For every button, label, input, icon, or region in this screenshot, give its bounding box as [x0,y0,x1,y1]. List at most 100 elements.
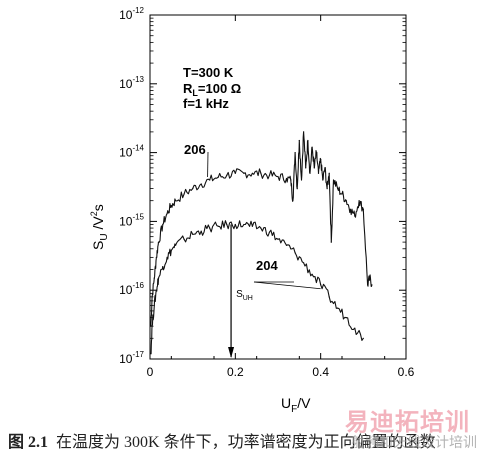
data-point-204 [320,284,322,286]
data-point-206 [226,174,228,176]
data-point-206 [345,200,347,202]
data-point-206 [200,183,202,185]
suh-marker-label: SUH [236,289,253,302]
x-tick-label: 0 [147,365,154,379]
data-point-206 [324,167,326,169]
data-point-206 [371,284,373,286]
data-point-206 [326,188,328,190]
data-point-206 [328,172,330,174]
suh-marker-arrowhead [228,347,235,358]
series-label-204: 204 [256,258,278,273]
x-tick-label: 0.2 [227,365,244,379]
data-point-204 [192,233,194,235]
data-point-206 [369,277,371,279]
data-point-206 [166,213,168,215]
condition-frequency: f=1 kHz [183,96,229,111]
data-point-206 [367,284,369,286]
data-point-204 [260,227,262,229]
condition-resistance: RL=100 Ω [183,81,241,98]
data-point-204 [243,223,245,226]
data-point-204 [337,307,339,309]
data-point-206 [337,188,339,190]
data-point-204 [150,353,152,355]
data-point-204 [268,231,271,233]
series-label-206: 206 [184,142,206,157]
y-tick-label: 10-12 [119,6,144,22]
data-point-204 [166,256,168,258]
figure-number: 图 2.1 [8,434,49,451]
data-point-204 [153,304,155,307]
data-point-206 [285,177,288,180]
data-point-206 [183,193,185,195]
data-point-206 [260,172,262,174]
y-tick-label: 10-15 [119,212,144,228]
data-point-206 [277,175,279,178]
data-point-204 [162,266,164,268]
data-point-206 [217,176,219,178]
data-point-206 [151,296,153,298]
data-point-206 [170,204,172,207]
data-point-206 [320,158,322,160]
data-point-204 [251,225,253,227]
data-point-206 [243,172,245,174]
data-point-206 [268,174,271,176]
series-leader-204 [253,281,321,290]
data-point-204 [354,327,356,329]
data-point-204 [157,277,160,279]
data-point-204 [151,325,153,327]
data-point-206 [192,188,194,190]
data-point-206 [298,139,300,142]
x-tick-label: 0.6 [398,365,415,379]
data-point-206 [315,152,317,154]
data-point-206 [307,139,309,142]
data-point-206 [290,179,292,181]
data-point-206 [175,200,177,202]
y-tick-label: 10-14 [119,144,144,160]
x-axis-label: UF/V [281,395,311,415]
data-point-204 [303,262,305,264]
data-point-204 [234,223,236,226]
data-point-204 [277,238,279,240]
plot-frame [149,14,407,360]
data-point-206 [305,167,307,169]
data-point-204 [155,289,157,291]
data-point-204 [362,337,364,339]
condition-temperature: T=300 K [183,65,234,80]
y-tick-label: 10-13 [119,75,144,91]
data-point-206 [294,152,296,154]
data-point-204 [226,223,228,226]
data-point-204 [294,252,296,254]
data-point-206 [251,172,253,174]
data-point-206 [322,179,324,181]
data-point-206 [162,223,164,226]
data-point-206 [303,131,305,133]
data-point-206 [330,241,332,243]
data-point-206 [311,146,313,148]
data-point-206 [349,208,352,210]
data-point-204 [170,249,172,251]
data-point-204 [183,238,185,240]
data-point-204 [209,227,211,229]
y-tick-label: 10-16 [119,281,144,297]
data-point-204 [328,296,330,298]
conditions-text: T=300 K RL=100 Ω f=1 kHz [183,65,241,111]
data-point-206 [358,200,360,202]
caption-text: 在温度为 300K 条件下，功率谱密度为正向偏置的函数 [56,434,436,451]
data-point-206 [332,179,335,181]
data-point-204 [345,317,347,319]
data-point-206 [313,167,315,169]
y-tick-label: 10-17 [119,350,144,366]
data-point-206 [362,208,364,210]
data-point-206 [309,172,311,174]
data-point-206 [234,172,236,174]
data-point-204 [217,225,219,227]
data-point-206 [300,179,303,181]
data-point-204 [285,244,288,246]
data-point-206 [155,256,157,258]
data-point-206 [157,241,160,243]
x-tick-label: 0.4 [312,365,329,379]
data-point-206 [153,277,155,279]
data-point-206 [296,188,298,190]
data-point-206 [292,200,294,202]
